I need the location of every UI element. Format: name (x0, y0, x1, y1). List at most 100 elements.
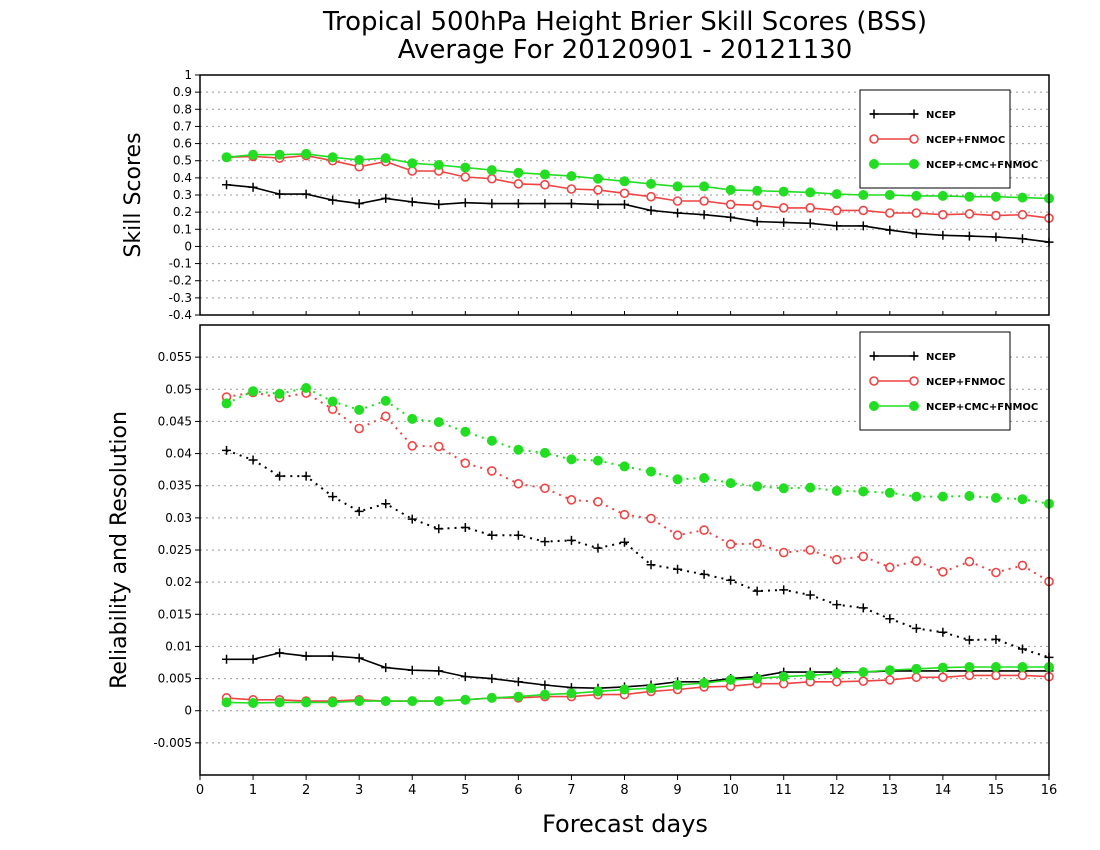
ncep-cmc-fnmoc-resolution-point (486, 435, 497, 446)
ncep-cmc-fnmoc-point (672, 181, 683, 192)
ncep-cmc-fnmoc-point (725, 184, 736, 195)
ncep-cmc-fnmoc-reliability-point (937, 662, 948, 673)
x-tick-label: 10 (722, 783, 739, 798)
ncep-cmc-fnmoc-point (752, 185, 763, 196)
ncep-point (460, 198, 470, 208)
ncep-reliability-point (460, 672, 470, 682)
ncep-cmc-fnmoc-reliability-point (301, 697, 312, 708)
ncep-point (858, 221, 868, 231)
ncep-point (222, 180, 232, 190)
ncep-fnmoc-resolution-point (991, 567, 1001, 578)
ncep-fnmoc-resolution-point (566, 495, 577, 505)
y-tick-label: 0.8 (173, 102, 192, 116)
series-line-ncep-cmc-fnmoc-reliability (226, 666, 1049, 704)
series-ncep-reliability (222, 648, 1054, 693)
x-tick-label: 1 (249, 783, 257, 798)
ncep-resolution-point (381, 499, 391, 509)
x-tick-label: 13 (882, 783, 899, 798)
ncep-resolution-point (964, 635, 974, 645)
chart-title-line2: Average For 20120901 - 20121130 (398, 35, 853, 65)
y-tick-label: 0.5 (173, 154, 192, 168)
ncep-cmc-fnmoc-point (1017, 192, 1028, 203)
legend-ncep-cmc-fnmoc-point (909, 159, 919, 169)
ncep-point (911, 229, 921, 239)
y-tick-label: -0.4 (169, 308, 192, 322)
y-axis-label: Reliability and Resolution (107, 411, 132, 689)
series-ncep-cmc-fnmoc-reliability (221, 662, 1054, 708)
series-ncep (222, 180, 1054, 247)
ncep-cmc-fnmoc-resolution-point (619, 461, 630, 472)
ncep-cmc-fnmoc-point (566, 171, 577, 182)
ncep-cmc-fnmoc-reliability-point (486, 692, 497, 703)
y-tick-label: 0.05 (165, 382, 192, 396)
ncep-cmc-fnmoc-resolution-point (274, 388, 285, 399)
ncep-fnmoc-reliability-point (885, 675, 895, 685)
ncep-fnmoc-reliability-point (858, 676, 869, 686)
ncep-fnmoc-point (778, 203, 789, 213)
ncep-cmc-fnmoc-reliability-point (539, 689, 550, 700)
legend-label-ncep-fnmoc: NCEP+FNMOC (926, 377, 1005, 388)
ncep-point (275, 189, 285, 199)
ncep-cmc-fnmoc-resolution-point (327, 396, 338, 407)
ncep-cmc-fnmoc-resolution-point (1017, 494, 1028, 505)
x-axis-label: Forecast days (542, 810, 708, 838)
ncep-point (646, 205, 656, 215)
ncep-point (699, 210, 709, 220)
ncep-resolution-point (779, 585, 789, 595)
ncep-cmc-fnmoc-reliability-point (752, 673, 763, 684)
ncep-resolution-point (248, 455, 258, 465)
ncep-fnmoc-point (991, 210, 1001, 221)
ncep-cmc-fnmoc-point (433, 160, 444, 170)
legend-label-ncep-cmc-fnmoc: NCEP+CMC+FNMOC (926, 402, 1038, 413)
ncep-fnmoc-resolution-point (593, 496, 603, 507)
ncep-resolution-point (620, 537, 629, 547)
ncep-fnmoc-point (858, 205, 869, 216)
ncep-cmc-fnmoc-point (460, 162, 471, 173)
ncep-resolution-point (487, 530, 497, 540)
ncep-resolution-point (885, 614, 895, 624)
ncep-fnmoc-resolution-point (885, 562, 895, 573)
ncep-fnmoc-point (672, 196, 683, 206)
x-tick-label: 14 (935, 783, 952, 798)
plot-frame (199, 74, 1050, 316)
ncep-point (779, 217, 789, 227)
y-tick-label: 0.01 (165, 639, 192, 653)
ncep-cmc-fnmoc-point (619, 176, 630, 187)
ncep-cmc-fnmoc-point (699, 181, 710, 192)
ncep-cmc-fnmoc-point (327, 152, 338, 163)
ncep-fnmoc-point (831, 205, 842, 216)
ncep-fnmoc-resolution-point (460, 458, 471, 469)
ncep-cmc-fnmoc-reliability-point (592, 686, 603, 697)
ncep-fnmoc-point (938, 209, 948, 220)
ncep-fnmoc-resolution-point (938, 567, 948, 577)
ncep-resolution-point (593, 543, 603, 553)
ncep-resolution-point (911, 623, 921, 633)
legend-ncep-point (909, 109, 919, 119)
ncep-point (487, 199, 497, 209)
legend-ncep-fnmoc-point (909, 376, 919, 386)
ncep-point (566, 199, 576, 209)
plot-panel-top: -0.4 -0.3 -0.2 -0.1 0 0.1 0.2 0.3 0.4 0.5 0.6 0.7 0.… (121, 68, 1054, 322)
ncep-cmc-fnmoc-point (539, 169, 550, 180)
ncep-fnmoc-point (911, 208, 922, 218)
ncep-reliability-point (275, 648, 285, 658)
ncep-cmc-fnmoc-resolution-point (911, 491, 922, 502)
y-tick-label: 1 (184, 68, 192, 82)
ncep-cmc-fnmoc-point (805, 187, 816, 198)
ncep-point (301, 189, 311, 199)
ncep-cmc-fnmoc-resolution-point (433, 417, 444, 428)
y-tick-label: -0.3 (169, 291, 192, 305)
ncep-point (434, 199, 444, 209)
ncep-cmc-fnmoc-point (937, 190, 948, 201)
legend-ncep-cmc-fnmoc-point (869, 159, 879, 169)
ncep-reliability-point (301, 651, 311, 661)
y-tick-label: 0.6 (173, 137, 192, 151)
ncep-point (938, 230, 948, 240)
ncep-resolution-point (646, 560, 656, 570)
ncep-point (673, 208, 683, 218)
x-tick-label: 9 (673, 783, 681, 798)
ncep-resolution-point (832, 600, 842, 610)
ncep-cmc-fnmoc-resolution-point (592, 455, 603, 466)
ncep-resolution-point (858, 603, 868, 613)
